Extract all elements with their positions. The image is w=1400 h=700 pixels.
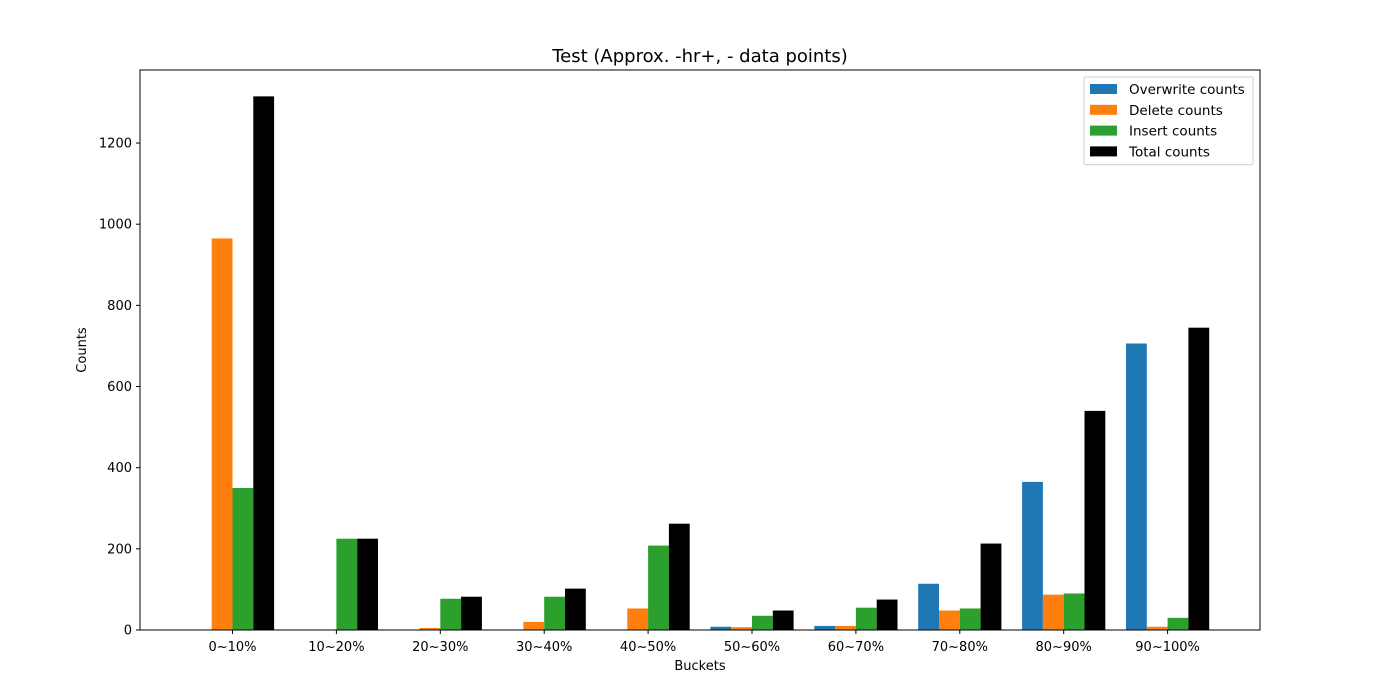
bar-total-counts-7 — [876, 599, 898, 630]
y-tick-label: 1000 — [99, 218, 132, 233]
bar-total-counts-5 — [668, 523, 690, 630]
x-tick-label: 30~40% — [516, 640, 572, 655]
bar-total-counts-6 — [772, 610, 794, 630]
bar-insert-counts-4 — [544, 596, 565, 630]
x-axis-title: Buckets — [674, 659, 725, 674]
legend-swatch-insert-counts — [1090, 125, 1117, 136]
y-tick-label: 800 — [107, 299, 132, 314]
y-axis-title: Counts — [75, 327, 90, 373]
bar-total-counts-9 — [1084, 410, 1106, 630]
bar-overwrite-counts-9 — [1022, 481, 1043, 630]
x-tick-label: 40~50% — [620, 640, 676, 655]
y-tick-label: 400 — [107, 461, 132, 476]
bar-delete-counts-4 — [523, 621, 545, 630]
legend-label-delete-counts: Delete counts — [1129, 103, 1223, 119]
y-tick-label: 200 — [107, 542, 132, 557]
bar-insert-counts-8 — [959, 608, 981, 630]
bar-total-counts-10 — [1188, 327, 1210, 630]
x-tick-label: 0~10% — [208, 640, 256, 655]
bar-insert-counts-1 — [232, 487, 254, 630]
bar-delete-counts-6 — [731, 627, 752, 630]
y-axis: 0 200 400 600 800 1000 1200 — [99, 137, 140, 639]
legend-label-insert-counts: Insert counts — [1129, 124, 1217, 140]
chart-title: Test (Approx. -hr+, - data points) — [551, 46, 848, 67]
x-tick-label: 60~70% — [828, 640, 884, 655]
y-tick-label: 0 — [124, 624, 132, 639]
x-tick-label: 10~20% — [308, 640, 364, 655]
x-tick-label: 70~80% — [932, 640, 988, 655]
legend-label-overwrite-counts: Overwrite counts — [1129, 82, 1245, 98]
bar-delete-counts-1 — [211, 238, 233, 630]
bar-insert-counts-7 — [855, 607, 877, 630]
legend: Overwrite counts Delete counts Insert coun… — [1083, 76, 1254, 166]
x-tick-label: 20~30% — [412, 640, 468, 655]
bar-insert-counts-6 — [752, 615, 773, 630]
bar-insert-counts-10 — [1167, 617, 1189, 630]
bar-delete-counts-10 — [1146, 626, 1168, 630]
plot-frame — [139, 69, 1261, 631]
bar-overwrite-counts-6 — [710, 626, 732, 630]
bar-delete-counts-5 — [627, 608, 649, 630]
bar-overwrite-counts-7 — [814, 625, 836, 630]
legend-label-total-counts: Total counts — [1128, 144, 1210, 160]
legend-swatch-overwrite-counts — [1090, 84, 1117, 94]
bar-total-counts-1 — [253, 96, 275, 630]
legend-swatch-total-counts — [1090, 146, 1117, 157]
bar-insert-counts-9 — [1063, 593, 1085, 630]
x-axis: 0~10% 10~20% 20~30% 30~40% 40~50% 50~60% 60~70… — [208, 630, 1200, 655]
bar-total-counts-4 — [565, 588, 586, 630]
x-tick-label: 50~60% — [724, 640, 780, 655]
y-tick-label: 1200 — [99, 137, 132, 152]
bar-overwrite-counts-8 — [918, 583, 939, 630]
bar-insert-counts-3 — [440, 598, 462, 630]
bar-insert-counts-2 — [336, 538, 358, 630]
bar-delete-counts-7 — [835, 625, 856, 630]
bar-total-counts-8 — [980, 543, 1002, 630]
x-tick-label: 80~90% — [1036, 640, 1092, 655]
bar-delete-counts-9 — [1042, 594, 1064, 630]
y-tick-label: 600 — [107, 380, 132, 395]
bar-total-counts-2 — [357, 538, 378, 630]
legend-swatch-delete-counts — [1090, 104, 1117, 115]
x-tick-label: 90~100% — [1135, 640, 1200, 655]
bar-delete-counts-8 — [939, 610, 960, 630]
bar-insert-counts-5 — [648, 545, 669, 630]
legend-frame — [1083, 76, 1254, 166]
bars-layer — [211, 96, 1210, 630]
bar-delete-counts-3 — [419, 627, 441, 630]
bar-overwrite-counts-10 — [1126, 343, 1147, 630]
bar-total-counts-3 — [461, 596, 482, 630]
